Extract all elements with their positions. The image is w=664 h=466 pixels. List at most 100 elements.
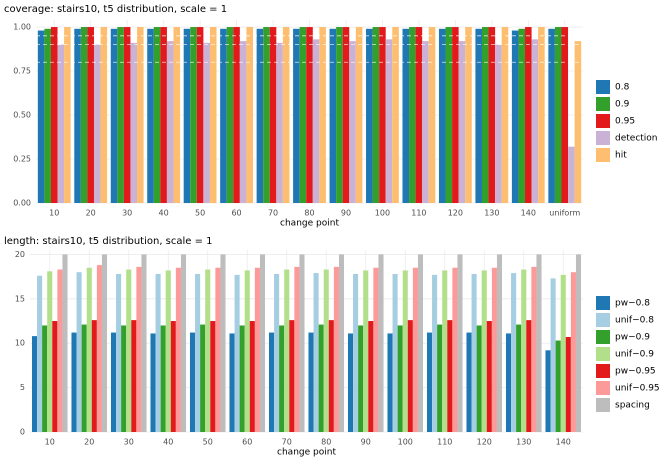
bar bbox=[355, 27, 363, 203]
legend-label: spacing bbox=[615, 401, 650, 411]
x-tick-label: 70 bbox=[282, 438, 292, 447]
bar bbox=[458, 41, 466, 203]
legend-swatch bbox=[596, 364, 610, 378]
bar bbox=[93, 44, 101, 204]
bar bbox=[239, 325, 245, 432]
bar bbox=[575, 254, 582, 432]
legend-swatch bbox=[596, 381, 610, 395]
bar bbox=[373, 267, 379, 432]
bar bbox=[366, 28, 373, 203]
bar bbox=[481, 270, 487, 432]
chart-title: coverage: stairs10, t5 distribution, sca… bbox=[4, 4, 227, 15]
legend-swatch bbox=[596, 114, 610, 128]
bar bbox=[233, 27, 240, 203]
bar bbox=[363, 270, 369, 432]
bar bbox=[417, 254, 424, 432]
legend-label: 0.95 bbox=[615, 117, 635, 127]
bar bbox=[442, 270, 448, 432]
bar bbox=[521, 269, 527, 432]
bar bbox=[100, 27, 108, 203]
legend-label: hit bbox=[615, 151, 627, 161]
bar bbox=[86, 267, 92, 432]
legend-label: unif−0.95 bbox=[615, 384, 660, 394]
bar bbox=[471, 273, 477, 432]
bar bbox=[166, 41, 174, 203]
x-tick-label: 30 bbox=[122, 209, 132, 218]
y-tick-label: 1.00 bbox=[13, 23, 31, 32]
legend-label: 0.8 bbox=[615, 83, 630, 93]
x-tick-label: 60 bbox=[231, 209, 241, 218]
chart-title: length: stairs10, t5 distribution, scale… bbox=[4, 236, 213, 247]
bar bbox=[385, 39, 393, 203]
bar bbox=[210, 321, 216, 432]
bar bbox=[548, 28, 555, 203]
legend-swatch bbox=[596, 80, 610, 94]
bar bbox=[574, 41, 582, 203]
bar bbox=[137, 27, 144, 203]
x-tick-label: 10 bbox=[45, 438, 55, 447]
x-tick-label: 60 bbox=[242, 438, 252, 447]
bar bbox=[196, 27, 204, 203]
bar bbox=[160, 325, 166, 432]
bar bbox=[256, 28, 264, 203]
x-tick-label: 130 bbox=[516, 438, 531, 447]
bar bbox=[342, 27, 350, 203]
x-tick-label: 140 bbox=[556, 438, 571, 447]
legend-swatch bbox=[596, 97, 610, 111]
bar bbox=[136, 266, 142, 432]
bar bbox=[336, 27, 343, 203]
x-tick-label: 10 bbox=[49, 209, 59, 218]
bar bbox=[511, 273, 517, 432]
bar bbox=[445, 27, 453, 203]
bar bbox=[415, 27, 423, 203]
bar bbox=[333, 266, 339, 432]
bar bbox=[80, 27, 88, 203]
bar bbox=[329, 28, 337, 203]
x-tick-label: 100 bbox=[398, 438, 413, 447]
bar bbox=[525, 27, 532, 203]
bar bbox=[299, 27, 307, 203]
bar bbox=[101, 254, 108, 432]
bar bbox=[437, 324, 443, 432]
bar bbox=[130, 42, 138, 203]
bar bbox=[220, 254, 226, 432]
bar bbox=[205, 269, 211, 432]
bar bbox=[392, 273, 398, 432]
bar bbox=[402, 270, 408, 432]
bar bbox=[87, 27, 94, 203]
bar bbox=[121, 325, 127, 432]
bar bbox=[347, 333, 354, 432]
bar bbox=[180, 254, 187, 432]
bar bbox=[293, 28, 300, 203]
x-tick-label: 70 bbox=[268, 209, 278, 218]
legend-swatch bbox=[596, 398, 610, 412]
x-axis-title: change point bbox=[280, 219, 339, 229]
bar bbox=[282, 27, 290, 203]
bar bbox=[550, 278, 556, 432]
y-tick-label: 15 bbox=[15, 294, 25, 303]
bar bbox=[147, 28, 154, 203]
bar bbox=[289, 320, 295, 432]
bar bbox=[62, 254, 68, 432]
bar bbox=[481, 27, 489, 203]
bar bbox=[209, 27, 217, 203]
bar bbox=[42, 325, 48, 432]
bar bbox=[426, 332, 433, 432]
bar bbox=[488, 27, 496, 203]
y-tick-label: 5 bbox=[20, 383, 25, 392]
bar bbox=[438, 28, 446, 203]
legend-swatch bbox=[596, 131, 610, 145]
bar bbox=[402, 28, 410, 203]
x-tick-label: 90 bbox=[361, 438, 371, 447]
bar bbox=[276, 42, 283, 203]
bar bbox=[116, 273, 122, 432]
y-tick-label: 0.00 bbox=[13, 199, 31, 208]
bar bbox=[378, 254, 384, 432]
bar bbox=[452, 267, 458, 432]
bar bbox=[318, 324, 324, 432]
x-tick-label: 80 bbox=[304, 209, 314, 218]
bar bbox=[195, 273, 201, 432]
bar bbox=[372, 27, 380, 203]
y-tick-label: 20 bbox=[15, 250, 25, 259]
bar bbox=[160, 27, 167, 203]
